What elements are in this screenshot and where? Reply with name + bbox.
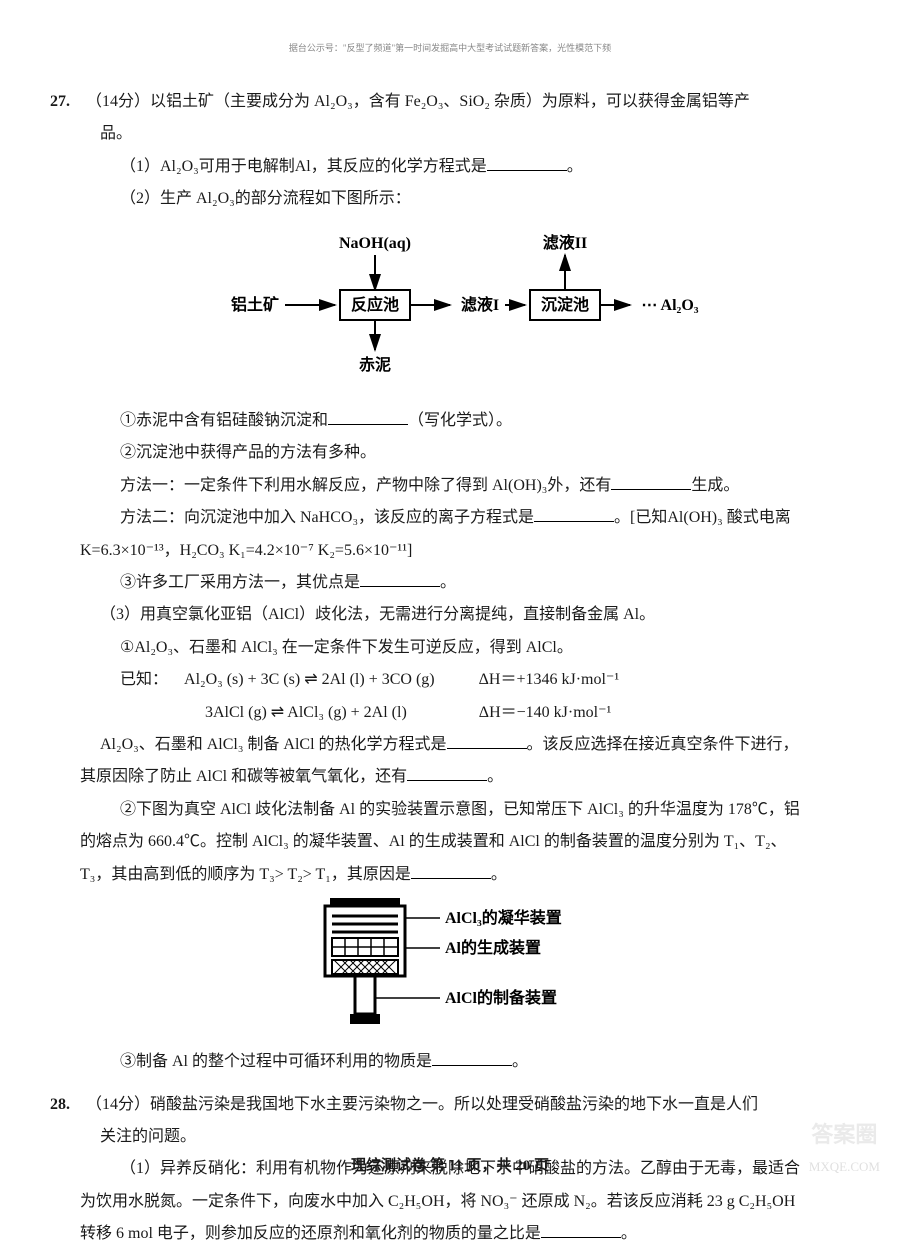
flow-filtrate2: 滤液II (543, 233, 587, 252)
flow-rbox: 反应池 (351, 295, 399, 314)
q27-p3b-b: 。该反应选择在接近真空条件下进行， (527, 736, 799, 753)
blank (447, 731, 527, 749)
page-footer: 理综测试卷 第 11 页，共 20 页 (0, 1152, 900, 1181)
q27-dh1: ΔH＝+1346 kJ·mol⁻¹ (479, 671, 620, 688)
flowchart: NaOH(aq) 滤液II 铝土矿 反应池 滤液I 沉淀池 ⋯ Al₂O₃ 赤泥 (50, 225, 850, 396)
q28-intro: 28. （14分）硝酸盐污染是我国地下水主要污染物之一。所以处理受硝酸盐污染的地… (50, 1090, 850, 1120)
device-label2: Al的生成装置 (445, 938, 541, 957)
q27-p3a: ①Al₂O₃、石墨和 AlCl₃ 在一定条件下发生可逆反应，得到 AlCl。 (50, 633, 850, 663)
q28-intro-a: （14分）硝酸盐污染是我国地下水主要污染物之一。所以处理受硝酸盐污染的地下水一直… (86, 1096, 758, 1113)
q27-p3b: Al₂O₃、石墨和 AlCl₃ 制备 AlCl 的热化学方程式是 。该反应选择在接… (50, 730, 850, 760)
q27-p3: （3）用真空氯化亚铝（AlCl）歧化法，无需进行分离提纯，直接制备金属 Al。 (50, 600, 850, 630)
q27-l4-text: 方法二：向沉淀池中加入 NaHCO₃，该反应的离子方程式是 (120, 509, 534, 526)
flow-filtrate1: 滤液I (461, 295, 499, 314)
device-label1: AlCl₃的凝华装置 (445, 908, 562, 927)
q27-l3-text: 方法一：一定条件下利用水解反应，产物中除了得到 Al(OH)₃外，还有 (120, 477, 611, 494)
q27-l3: 方法一：一定条件下利用水解反应，产物中除了得到 Al(OH)₃外，还有 生成。 (50, 471, 850, 501)
q27-intro: 27. （14分）以铝土矿（主要成分为 Al₂O₃，含有 Fe₂O₃、SiO₂ … (50, 87, 850, 117)
q27-l4-end: 。[已知Al(OH)₃ 酸式电离 (614, 509, 791, 526)
blank (411, 861, 491, 879)
q27-p1-end: 。 (567, 158, 583, 175)
q27-p3c-a: ②下图为真空 AlCl 歧化法制备 Al 的实验装置示意图，已知常压下 AlCl… (50, 795, 850, 825)
q27-number: 27. (50, 93, 70, 110)
blank (541, 1220, 621, 1238)
q27-p3d-text: ③制备 Al 的整个过程中可循环利用的物质是 (120, 1053, 432, 1070)
q27-p3d: ③制备 Al 的整个过程中可循环利用的物质是 。 (50, 1047, 850, 1077)
device-label3: AlCl的制备装置 (445, 988, 557, 1007)
blank (611, 472, 691, 490)
q27-p3c-c-text: T₃，其由高到低的顺序为 T₃> T₂> T₁，其原因是 (80, 866, 411, 883)
flow-sbox: 沉淀池 (541, 295, 589, 314)
device-diagram: AlCl₃的凝华装置 Al的生成装置 AlCl的制备装置 (50, 898, 850, 1039)
q28-p1b: 为饮用水脱氮。一定条件下，向废水中加入 C₂H₅OH，将 NO₃⁻ 还原成 N₂… (50, 1187, 850, 1217)
flow-bauxite: 铝土矿 (231, 295, 279, 314)
blank (432, 1048, 512, 1066)
q27-p3b-c: 其原因除了防止 AlCl 和碳等被氧气氧化，还有 。 (50, 762, 850, 792)
q27-l4: 方法二：向沉淀池中加入 NaHCO₃，该反应的离子方程式是 。[已知Al(OH)₃… (50, 503, 850, 533)
q27-dh2: ΔH＝−140 kJ·mol⁻¹ (479, 704, 612, 721)
q27-l6: ③许多工厂采用方法一，其优点是 。 (50, 568, 850, 598)
q27-p3c-b: 的熔点为 660.4℃。控制 AlCl₃ 的凝华装置、Al 的生成装置和 AlC… (50, 827, 850, 857)
q27-p3b-d: 。 (487, 768, 503, 785)
flow-naoh: NaOH(aq) (339, 235, 411, 252)
blank (407, 763, 487, 781)
q27-p3c-d: 。 (491, 866, 507, 883)
q27-p1-text: （1）Al₂O₃可用于电解制Al，其反应的化学方程式是 (120, 158, 487, 175)
q28-p1c-text: 转移 6 mol 电子，则参加反应的还原剂和氧化剂的物质的量之比是 (80, 1225, 541, 1242)
q27-l6-end: 。 (440, 574, 456, 591)
blank (487, 153, 567, 171)
q27-l1: ①赤泥中含有铝硅酸钠沉淀和 （写化学式）。 (50, 406, 850, 436)
question-27: 27. （14分）以铝土矿（主要成分为 Al₂O₃，含有 Fe₂O₃、SiO₂ … (50, 87, 850, 1078)
q27-p3c-c: T₃，其由高到低的顺序为 T₃> T₂> T₁，其原因是 。 (50, 860, 850, 890)
q27-intro-line2: 品。 (50, 119, 850, 149)
q27-eq2-line: 3AlCl (g) ⇌ AlCl₃ (g) + 2Al (l) ΔH＝−140 … (50, 698, 850, 728)
q27-known: 已知： (120, 671, 168, 688)
q27-l6-text: ③许多工厂采用方法一，其优点是 (120, 574, 360, 591)
header-note: 据台公示号："反型了频道"第一时间发掘高中大型考试试题新答案，光性模范下频 (50, 40, 850, 57)
blank (534, 504, 614, 522)
blank (360, 569, 440, 587)
q27-part2-intro: （2）生产 Al₂O₃的部分流程如下图所示： (50, 184, 850, 214)
q27-l2: ②沉淀池中获得产品的方法有多种。 (50, 438, 850, 468)
q27-p3d-end: 。 (512, 1053, 528, 1070)
q27-part1: （1）Al₂O₃可用于电解制Al，其反应的化学方程式是 。 (50, 152, 850, 182)
q27-eq1: Al₂O₃ (s) + 3C (s) ⇌ 2Al (l) + 3CO (g) (184, 671, 435, 688)
q28-p1c: 转移 6 mol 电子，则参加反应的还原剂和氧化剂的物质的量之比是 。 (50, 1219, 850, 1249)
q28-intro-b: 关注的问题。 (50, 1122, 850, 1152)
q27-intro-line1: （14分）以铝土矿（主要成分为 Al₂O₃，含有 Fe₂O₃、SiO₂ 杂质）为… (86, 93, 750, 110)
q27-eq2: 3AlCl (g) ⇌ AlCl₃ (g) + 2Al (l) (205, 704, 407, 721)
q27-l1-text: ①赤泥中含有铝硅酸钠沉淀和 (120, 412, 328, 429)
q27-eq-block: 已知： Al₂O₃ (s) + 3C (s) ⇌ 2Al (l) + 3CO (… (50, 665, 850, 695)
watermark: 答案圈 MXQE.COM (809, 1114, 880, 1180)
flow-redmud: 赤泥 (359, 355, 391, 374)
q27-l5: K=6.3×10⁻¹³，H₂CO₃ K₁=4.2×10⁻⁷ K₂=5.6×10⁻… (50, 536, 850, 566)
q27-p3b-c-text: 其原因除了防止 AlCl 和碳等被氧气氧化，还有 (80, 768, 407, 785)
q28-number: 28. (50, 1096, 70, 1113)
q27-l3-end: 生成。 (691, 477, 739, 494)
q27-p3b-a: Al₂O₃、石墨和 AlCl₃ 制备 AlCl 的热化学方程式是 (100, 736, 447, 753)
flow-al2o3: ⋯ Al₂O₃ (641, 297, 698, 314)
blank (328, 407, 408, 425)
watermark-main: 答案圈 (809, 1114, 880, 1156)
q27-l1-end: （写化学式）。 (408, 412, 512, 429)
device-svg: AlCl₃的凝华装置 Al的生成装置 AlCl的制备装置 (270, 898, 630, 1028)
flowchart-svg: NaOH(aq) 滤液II 铝土矿 反应池 滤液I 沉淀池 ⋯ Al₂O₃ 赤泥 (200, 230, 700, 380)
q28-p1d: 。 (621, 1225, 637, 1242)
watermark-sub: MXQE.COM (809, 1155, 880, 1180)
